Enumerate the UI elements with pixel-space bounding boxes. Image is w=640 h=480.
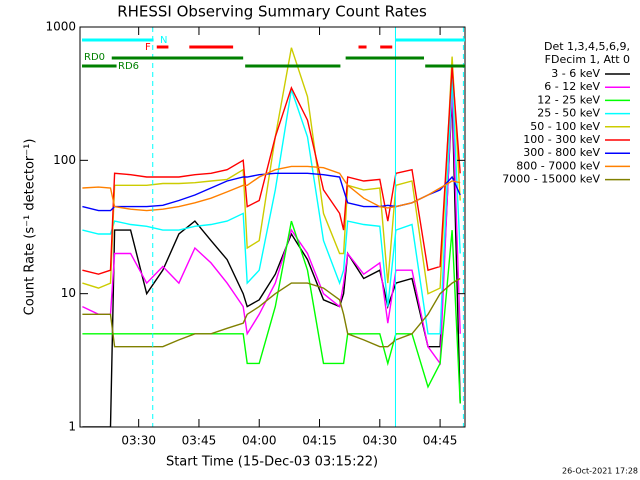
y-axis-label: Count Rate (s⁻¹ detector⁻¹)	[23, 139, 38, 316]
legend-label: 6 - 12 keV	[544, 80, 600, 93]
x-axis-label: Start Time (15-Dec-03 03:15:22)	[166, 455, 378, 470]
data-line	[82, 165, 461, 212]
footer: 26-Oct-2021 17:28	[562, 467, 638, 476]
plot-frame	[79, 26, 466, 428]
legend-label: 12 - 25 keV	[537, 93, 600, 106]
flag-label: RD0	[84, 52, 105, 63]
y-tick-label: 1000	[45, 20, 76, 34]
legend-label: 3 - 6 keV	[551, 67, 600, 80]
flag-label: RD6	[118, 61, 139, 72]
legend-label: 100 - 300 keV	[523, 133, 600, 146]
legend-label: 50 - 100 keV	[530, 120, 600, 133]
data-line	[82, 220, 461, 404]
x-tick-label: 04:45	[423, 434, 458, 448]
x-tick-label: 04:15	[302, 434, 337, 448]
data-line	[82, 67, 461, 275]
legend-label: 25 - 50 keV	[537, 107, 600, 120]
x-tick-label: 04:00	[242, 434, 277, 448]
plot-area	[82, 27, 464, 427]
data-line	[82, 77, 461, 335]
legend-label: 7000 - 15000 keV	[502, 173, 600, 186]
chart-title: RHESSI Observing Summary Count Rates	[117, 3, 427, 21]
data-line	[82, 96, 461, 427]
x-tick-label: 04:30	[363, 434, 398, 448]
legend-title: Det 1,3,4,5,6,9,	[544, 40, 630, 53]
flag-label: F	[145, 42, 151, 53]
data-line	[82, 277, 461, 348]
x-tick-label: 03:30	[121, 434, 156, 448]
x-tick-label: 03:45	[182, 434, 217, 448]
legend-title: FDecim 1, Att 0	[545, 53, 630, 66]
y-tick-label: 1	[68, 420, 76, 434]
y-tick-label: 10	[61, 286, 76, 300]
y-tick-label: 100	[53, 153, 76, 167]
legend-label: 800 - 7000 keV	[516, 159, 600, 172]
legend-label: 300 - 800 keV	[523, 146, 600, 159]
data-line	[82, 47, 461, 295]
data-line	[82, 87, 461, 366]
flag-label: N	[160, 35, 167, 46]
